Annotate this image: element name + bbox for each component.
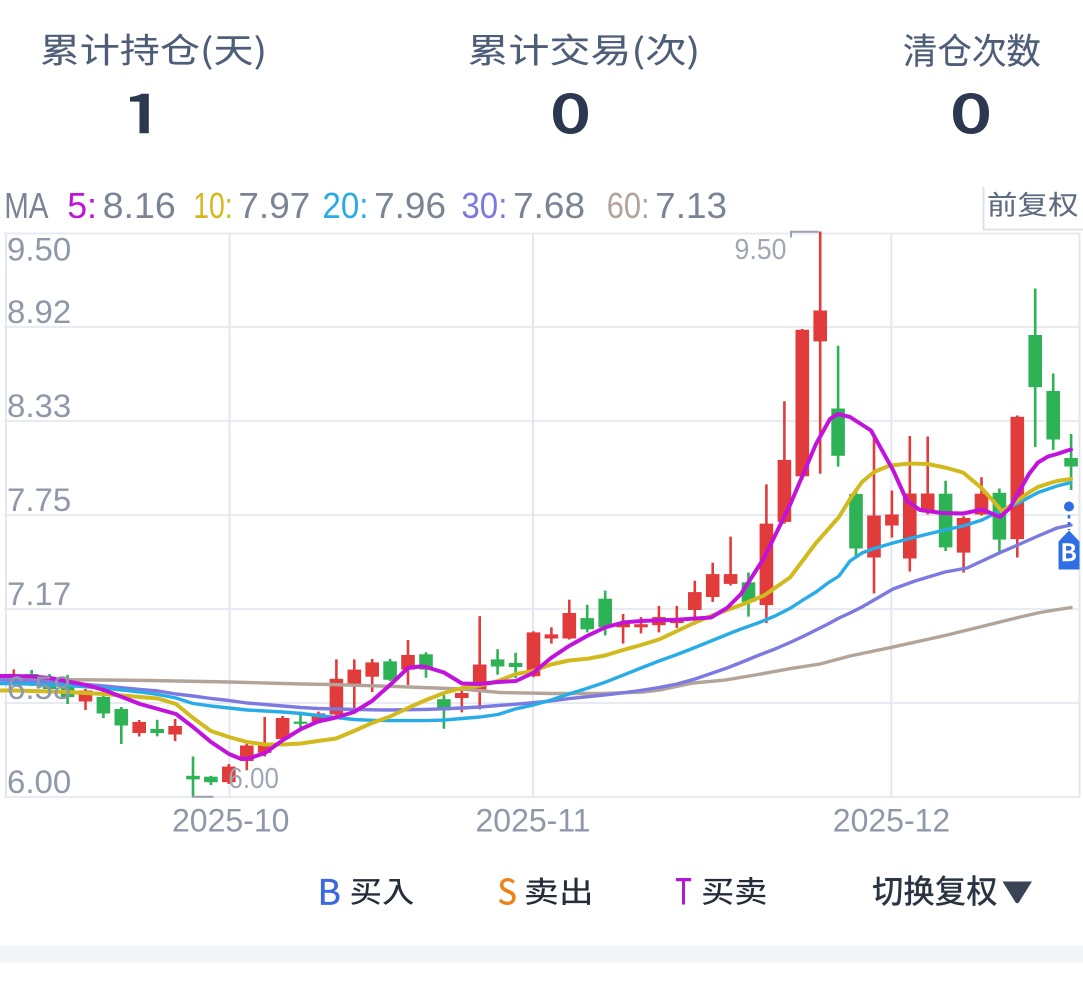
svg-text:10:: 10: [193,185,233,226]
svg-text:6.00: 6.00 [228,763,279,795]
svg-text:2025-10: 2025-10 [172,803,289,839]
svg-text:7.96: 7.96 [374,185,446,226]
svg-text:8.33: 8.33 [7,388,71,424]
svg-text:6.58: 6.58 [7,670,71,706]
svg-text:30:: 30: [461,185,507,226]
svg-text:7.97: 7.97 [238,185,310,226]
svg-text:20:: 20: [322,185,368,226]
svg-text:5:: 5: [67,185,97,226]
svg-text:60:: 60: [607,185,650,226]
svg-text:9.50: 9.50 [735,234,787,266]
svg-text:MA: MA [4,185,48,226]
svg-text:2025-11: 2025-11 [475,803,590,839]
svg-text:7.75: 7.75 [7,482,71,518]
svg-text:7.68: 7.68 [513,185,585,226]
svg-text:8.92: 8.92 [7,294,71,330]
svg-text:7.13: 7.13 [655,185,727,226]
svg-text:2025-12: 2025-12 [833,803,950,839]
svg-text:6.00: 6.00 [7,764,71,800]
svg-text:7.17: 7.17 [7,576,71,612]
svg-text:8.16: 8.16 [103,185,176,226]
svg-text:9.50: 9.50 [7,232,71,268]
